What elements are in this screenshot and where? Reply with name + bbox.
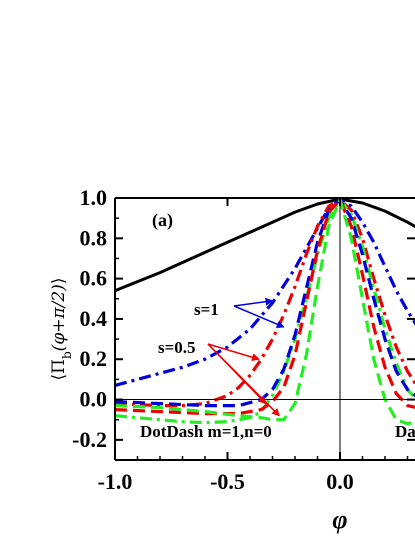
series-line-blue-dash-4	[115, 198, 415, 408]
series-group	[115, 198, 415, 426]
y-tick-label: 0.4	[80, 306, 108, 331]
y-label-args: (φ+π/2)	[49, 284, 69, 351]
annotations-group	[207, 297, 285, 417]
s05-arrow-dash-2	[207, 343, 280, 417]
y-tick-label: -0.2	[72, 427, 107, 452]
x-axis-label: φ	[332, 505, 347, 534]
y-label-open: ⟨	[49, 374, 69, 381]
annotation-dotdash: DotDash m=1,n=0	[140, 422, 272, 441]
y-tick-label: 0.2	[80, 346, 108, 371]
series-line-red-dashdot-2	[115, 198, 415, 408]
x-tick-label: -1.0	[98, 469, 133, 494]
annotation-s05: s=0.5	[158, 338, 196, 357]
y-tick-label: 1.0	[80, 185, 108, 210]
annotation-s1: s=1	[194, 300, 219, 319]
y-tick-label: 0.0	[80, 387, 108, 412]
annotation-dash: Da	[395, 422, 415, 441]
y-label-sub: b	[60, 351, 74, 359]
series-line-green-dashdot-3	[115, 198, 415, 425]
svg-text:⟨Πb(φ+π/2)⟩: ⟨Πb(φ+π/2)⟩	[49, 278, 74, 381]
axes-group	[114, 197, 415, 461]
series-line-red-dash-5	[115, 198, 415, 416]
y-label-pi: Π	[49, 359, 69, 374]
y-label-close: ⟩	[49, 278, 69, 285]
s05-arrow-dashdot	[207, 343, 260, 362]
x-tick-label: -0.5	[210, 469, 245, 494]
s1-arrow-dashdot	[233, 297, 274, 307]
x-tick-label: 0.0	[326, 469, 354, 494]
panel-label: (a)	[152, 210, 173, 231]
tick-labels-group: 1.0 0.8 0.6 0.4 0.2 0.0 -0.2 -1.0 -0.5 0.0	[72, 185, 354, 494]
y-tick-label: 0.6	[80, 266, 108, 291]
series-line-black-solid-0	[115, 198, 415, 293]
s1-arrow-dash	[233, 305, 285, 328]
y-tick-label: 0.8	[80, 225, 108, 250]
y-axis-label: ⟨Πb(φ+π/2)⟩	[49, 278, 74, 381]
